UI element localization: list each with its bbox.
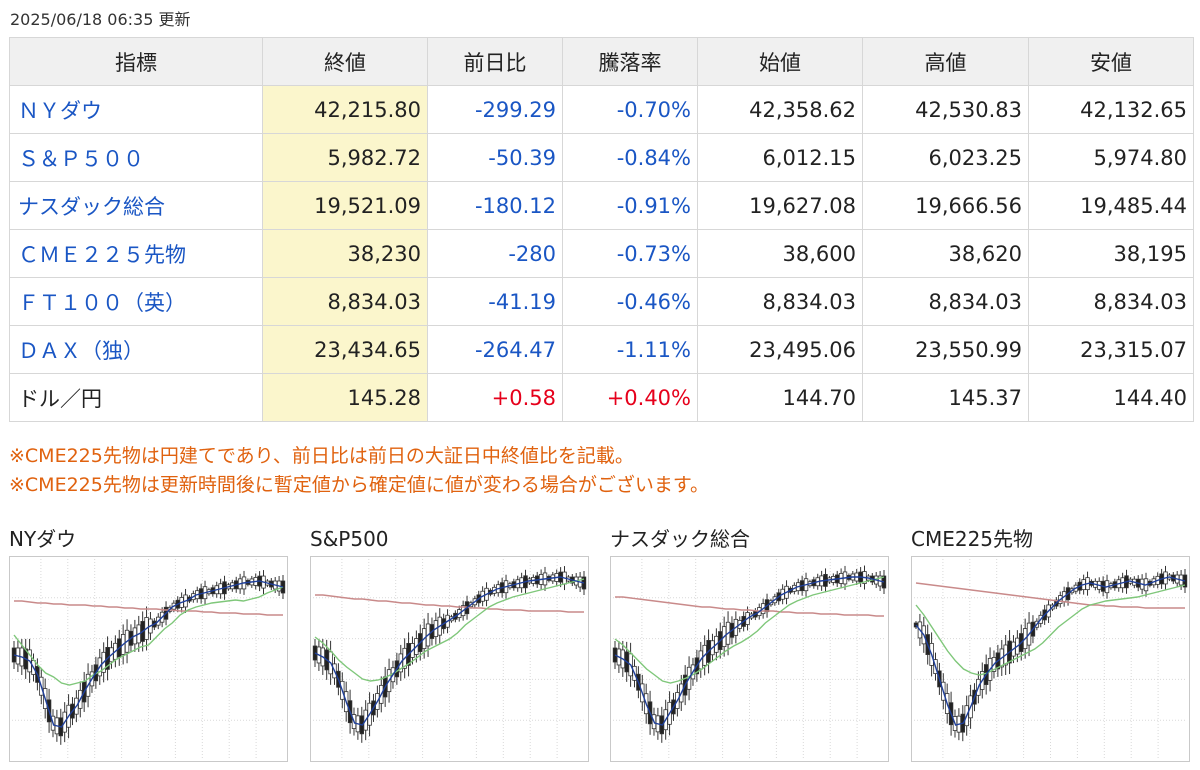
close-value: 145.28 <box>262 373 428 422</box>
ma-long-line <box>315 594 584 613</box>
rate-value: -0.84% <box>562 133 698 182</box>
header-rate: 騰落率 <box>562 37 698 86</box>
indicator-name[interactable]: ＣＭＥ２２５先物 <box>9 229 263 278</box>
change-value: -50.39 <box>427 133 563 182</box>
table-row: Ｓ＆Ｐ５００ 5,982.72 -50.39 -0.84% 6,012.15 6,023.… <box>9 133 1194 182</box>
indicator-name[interactable]: ＮＹダウ <box>9 85 263 134</box>
indicator-name[interactable]: ＤＡＸ（独） <box>9 325 263 374</box>
header-change: 前日比 <box>427 37 563 86</box>
low-value: 8,834.03 <box>1028 277 1194 326</box>
open-value: 8,834.03 <box>697 277 863 326</box>
header-low: 安値 <box>1028 37 1194 86</box>
header-indicator: 指標 <box>9 37 263 86</box>
chart-title[interactable]: CME225先物 <box>911 527 1034 551</box>
table-row: ＤＡＸ（独） 23,434.65 -264.47 -1.11% 23,495.06 23,… <box>9 325 1194 374</box>
ma-short-line <box>13 580 284 728</box>
close-value: 23,434.65 <box>262 325 428 374</box>
open-value: 19,627.08 <box>697 181 863 230</box>
open-value: 6,012.15 <box>697 133 863 182</box>
rate-value: -0.91% <box>562 181 698 230</box>
change-value: -41.19 <box>427 277 563 326</box>
chart-panel-sp500[interactable]: S&P500 <box>310 526 589 762</box>
ma-mid-line <box>915 584 1186 676</box>
footnotes: ※CME225先物は円建てであり、前日比は前日の大証日中終値比を記載。 ※CME… <box>9 442 709 500</box>
table-row: ドル／円 145.28 +0.58 +0.40% 144.70 145.37 144.40 <box>9 373 1194 422</box>
high-value: 19,666.56 <box>862 181 1029 230</box>
header-close: 終値 <box>262 37 428 86</box>
rate-value: -1.11% <box>562 325 698 374</box>
ma-short-line <box>314 576 585 726</box>
table-row: ＣＭＥ２２５先物 38,230 -280 -0.73% 38,600 38,620 38,1… <box>9 229 1194 278</box>
update-timestamp: 2025/06/18 06:35 更新 <box>10 10 191 29</box>
indicator-name[interactable]: Ｓ＆Ｐ５００ <box>9 133 263 182</box>
chart-panel-cme225[interactable]: CME225先物 <box>911 526 1190 762</box>
ma-long-line <box>915 582 1185 609</box>
low-value: 19,485.44 <box>1028 181 1194 230</box>
chart-title[interactable]: S&P500 <box>310 527 389 551</box>
table-row: ＦＴ１００（英） 8,834.03 -41.19 -0.46% 8,834.03 8,83… <box>9 277 1194 326</box>
high-value: 23,550.99 <box>862 325 1029 374</box>
change-value: -264.47 <box>427 325 563 374</box>
ma-short-line <box>915 576 1186 726</box>
low-value: 42,132.65 <box>1028 85 1194 134</box>
ma-long-line <box>14 600 283 616</box>
mini-chart[interactable] <box>310 556 589 762</box>
indicator-name[interactable]: ナスダック総合 <box>9 181 263 230</box>
indicator-name[interactable]: ＦＴ１００（英） <box>9 277 263 326</box>
ma-short-line <box>614 576 885 726</box>
header-open: 始値 <box>697 37 863 86</box>
mini-chart[interactable] <box>9 556 288 762</box>
ma-mid-line <box>314 578 585 682</box>
open-value: 38,600 <box>697 229 863 278</box>
rate-value: -0.73% <box>562 229 698 278</box>
header-high: 高値 <box>862 37 1029 86</box>
high-value: 8,834.03 <box>862 277 1029 326</box>
close-value: 8,834.03 <box>262 277 428 326</box>
open-value: 42,358.62 <box>697 85 863 134</box>
mini-chart[interactable] <box>911 556 1190 762</box>
mini-chart[interactable] <box>610 556 889 762</box>
high-value: 38,620 <box>862 229 1029 278</box>
chart-panel-nydow[interactable]: NYダウ <box>9 526 288 762</box>
footnote: ※CME225先物は更新時間後に暫定値から確定値に値が変わる場合がございます。 <box>9 474 709 496</box>
ma-mid-line <box>13 586 284 686</box>
footnote: ※CME225先物は円建てであり、前日比は前日の大証日中終値比を記載。 <box>9 445 634 467</box>
change-value: -299.29 <box>427 85 563 134</box>
chart-panel-nasdaq[interactable]: ナスダック総合 <box>610 526 889 762</box>
chart-title[interactable]: ナスダック総合 <box>610 527 750 551</box>
close-value: 5,982.72 <box>262 133 428 182</box>
table-header-row: 指標 終値 前日比 騰落率 始値 高値 安値 <box>9 37 1194 86</box>
change-value: -280 <box>427 229 563 278</box>
open-value: 144.70 <box>697 373 863 422</box>
market-indices-table: 指標 終値 前日比 騰落率 始値 高値 安値 ＮＹダウ 42,215.80 -299… <box>9 37 1194 422</box>
rate-value: +0.40% <box>562 373 698 422</box>
chart-title[interactable]: NYダウ <box>9 527 77 551</box>
change-value: -180.12 <box>427 181 563 230</box>
low-value: 144.40 <box>1028 373 1194 422</box>
open-value: 23,495.06 <box>697 325 863 374</box>
ma-mid-line <box>614 576 885 684</box>
change-value: +0.58 <box>427 373 563 422</box>
high-value: 42,530.83 <box>862 85 1029 134</box>
ma-long-line <box>615 596 884 617</box>
close-value: 19,521.09 <box>262 181 428 230</box>
rate-value: -0.46% <box>562 277 698 326</box>
high-value: 145.37 <box>862 373 1029 422</box>
close-value: 38,230 <box>262 229 428 278</box>
indicator-name: ドル／円 <box>9 373 263 422</box>
low-value: 23,315.07 <box>1028 325 1194 374</box>
low-value: 5,974.80 <box>1028 133 1194 182</box>
rate-value: -0.70% <box>562 85 698 134</box>
table-row: ＮＹダウ 42,215.80 -299.29 -0.70% 42,358.62 42,53… <box>9 85 1194 134</box>
high-value: 6,023.25 <box>862 133 1029 182</box>
table-row: ナスダック総合 19,521.09 -180.12 -0.91% 19,627.08 19… <box>9 181 1194 230</box>
low-value: 38,195 <box>1028 229 1194 278</box>
close-value: 42,215.80 <box>262 85 428 134</box>
